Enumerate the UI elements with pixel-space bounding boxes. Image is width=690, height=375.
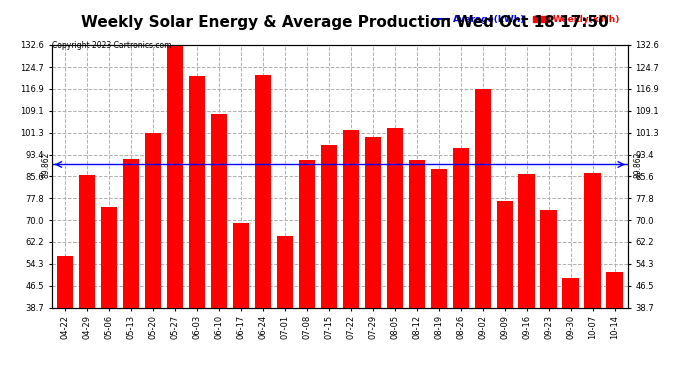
Bar (233, 224, 249, 375)
Bar (101, 207, 117, 375)
Bar (497, 201, 513, 375)
Bar (210, 114, 227, 375)
Bar (57, 256, 73, 375)
Bar (453, 148, 469, 375)
Text: Weekly Solar Energy & Average Production Wed Oct 18 17:50: Weekly Solar Energy & Average Production… (81, 15, 609, 30)
Bar (431, 169, 447, 375)
Bar (188, 76, 205, 375)
Bar (255, 75, 271, 375)
Bar (342, 130, 359, 375)
Bar (386, 128, 403, 375)
Bar (79, 175, 95, 375)
Bar (562, 278, 579, 375)
Bar (123, 159, 139, 375)
Bar (518, 174, 535, 375)
Bar (364, 137, 381, 375)
Bar (321, 145, 337, 375)
Bar (408, 160, 425, 375)
Text: 89.862: 89.862 (633, 151, 642, 178)
Bar (540, 210, 557, 375)
Text: 89.862: 89.862 (41, 151, 50, 178)
Legend: Average(kWh), Weekly(kWh): Average(kWh), Weekly(kWh) (429, 12, 623, 28)
Bar (167, 45, 183, 375)
Bar (299, 160, 315, 375)
Bar (607, 272, 623, 375)
Bar (475, 89, 491, 375)
Text: Copyright 2023 Cartronics.com: Copyright 2023 Cartronics.com (52, 41, 171, 50)
Bar (584, 173, 601, 375)
Bar (145, 133, 161, 375)
Bar (277, 236, 293, 375)
